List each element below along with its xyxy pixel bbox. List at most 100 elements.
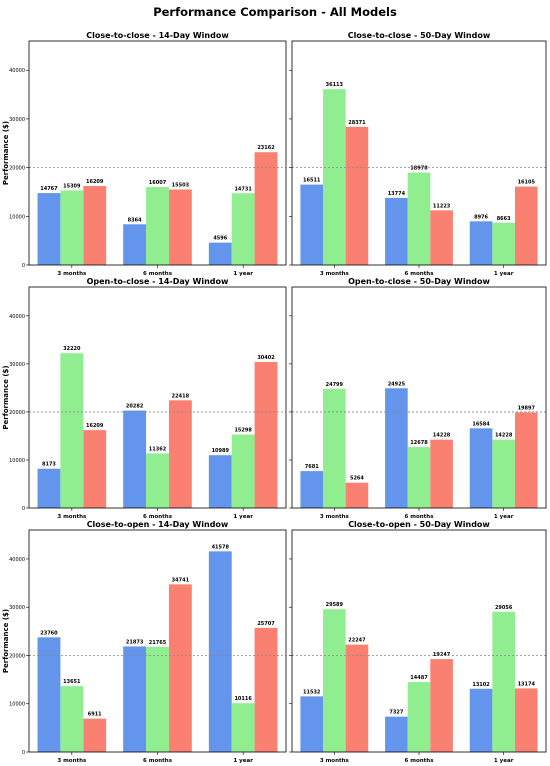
bar bbox=[407, 447, 431, 508]
bar bbox=[254, 152, 278, 265]
bar-value-label: 20282 bbox=[126, 404, 144, 410]
x-tick-label: 3 months bbox=[320, 514, 350, 520]
x-tick-label: 6 months bbox=[405, 514, 435, 520]
bar bbox=[146, 646, 169, 752]
bar-value-label: 14228 bbox=[433, 433, 451, 439]
y-tick-label: 0 bbox=[22, 506, 25, 512]
x-tick-label: 3 months bbox=[320, 758, 350, 764]
bar bbox=[492, 611, 515, 752]
bar-value-label: 16511 bbox=[303, 178, 321, 184]
plot-frame bbox=[291, 286, 547, 509]
bar-value-label: 12678 bbox=[410, 440, 428, 446]
bar bbox=[168, 400, 192, 508]
chart-title: Close-to-close - 50-Day Window bbox=[348, 31, 491, 40]
x-tick-label: 1 year bbox=[494, 271, 514, 277]
bar-value-label: 34741 bbox=[172, 577, 190, 583]
bar bbox=[345, 644, 369, 752]
bar-value-label: 19897 bbox=[518, 405, 536, 411]
bar bbox=[254, 627, 278, 752]
bar bbox=[469, 428, 493, 508]
bar-value-label: 8364 bbox=[128, 217, 142, 223]
chart-panel-4: Open-to-close - 50-Day Window 7681 24799 52… bbox=[289, 277, 547, 520]
bar-value-label: 22247 bbox=[348, 638, 366, 644]
bar bbox=[83, 718, 107, 752]
bar-value-label: 23760 bbox=[40, 630, 58, 636]
x-tick-label: 3 months bbox=[57, 514, 87, 520]
y-tick-label: 40000 bbox=[9, 68, 25, 74]
bar-value-label: 8173 bbox=[42, 462, 56, 468]
chart-title: Open-to-close - 14-Day Window bbox=[87, 277, 229, 286]
bar-value-label: 21765 bbox=[149, 640, 167, 646]
bar bbox=[146, 453, 169, 508]
bar bbox=[123, 224, 147, 265]
chart-panel-1: Close-to-close - 14-Day Window Performanc… bbox=[2, 31, 287, 277]
bar-value-label: 16007 bbox=[149, 180, 167, 186]
bar-value-label: 11532 bbox=[303, 689, 321, 695]
bar-value-label: 24925 bbox=[388, 381, 406, 387]
bar bbox=[430, 439, 453, 508]
bar bbox=[469, 221, 493, 265]
x-tick-label: 6 months bbox=[143, 271, 173, 277]
chart-title: Close-to-open - 50-Day Window bbox=[348, 520, 490, 529]
bar bbox=[123, 646, 147, 752]
y-tick-label: 10000 bbox=[9, 458, 25, 464]
bar bbox=[60, 686, 84, 752]
bar-value-label: 13651 bbox=[63, 679, 81, 685]
bar bbox=[231, 193, 255, 265]
y-tick-label: 20000 bbox=[9, 410, 25, 416]
bar-value-label: 32220 bbox=[63, 346, 81, 352]
bar bbox=[208, 242, 232, 265]
y-tick-label: 30000 bbox=[9, 362, 25, 368]
bar bbox=[37, 637, 61, 752]
bar-value-label: 6911 bbox=[88, 712, 102, 718]
y-tick-label: 30000 bbox=[9, 117, 25, 123]
bar-value-label: 16209 bbox=[86, 179, 104, 185]
y-tick-label: 10000 bbox=[9, 702, 25, 708]
plot-frame bbox=[28, 286, 287, 509]
bar-value-label: 29056 bbox=[495, 605, 513, 611]
bar bbox=[208, 551, 232, 752]
bar-value-label: 28371 bbox=[348, 120, 366, 126]
plot-frame bbox=[291, 40, 547, 266]
bar-value-label: 11362 bbox=[149, 446, 167, 452]
bar-value-label: 8976 bbox=[474, 214, 488, 220]
bar bbox=[345, 126, 369, 265]
bar-value-label: 41578 bbox=[212, 544, 230, 550]
bar-value-label: 10116 bbox=[234, 696, 252, 702]
bar bbox=[323, 89, 346, 266]
x-tick-label: 6 months bbox=[143, 758, 173, 764]
bar-value-label: 13102 bbox=[472, 682, 490, 688]
bar-value-label: 15503 bbox=[172, 183, 190, 189]
bar-value-label: 8663 bbox=[497, 216, 511, 222]
chart-title: Close-to-close - 14-Day Window bbox=[86, 31, 229, 40]
bar-value-label: 16105 bbox=[518, 180, 536, 186]
x-tick-label: 1 year bbox=[494, 758, 514, 764]
chart-panel-5: Close-to-open - 14-Day Window Performance… bbox=[2, 520, 287, 764]
y-axis-label: Performance ($) bbox=[2, 121, 10, 185]
y-tick-label: 20000 bbox=[9, 653, 25, 659]
bar bbox=[37, 468, 61, 508]
panels: Close-to-close - 14-Day Window Performanc… bbox=[2, 31, 547, 764]
bar bbox=[385, 197, 408, 265]
bar bbox=[123, 410, 147, 508]
bar bbox=[514, 412, 538, 508]
bar-value-label: 25707 bbox=[257, 621, 275, 627]
bar-value-label: 21873 bbox=[126, 639, 144, 645]
bar bbox=[385, 388, 408, 508]
bar bbox=[37, 193, 61, 265]
y-tick-label: 40000 bbox=[9, 314, 25, 320]
bar bbox=[254, 361, 278, 508]
bar bbox=[231, 703, 255, 752]
bar bbox=[469, 688, 493, 752]
bar-value-label: 16584 bbox=[472, 421, 490, 427]
x-tick-label: 3 months bbox=[57, 758, 87, 764]
chart-panel-3: Open-to-close - 14-Day Window Performance… bbox=[2, 277, 287, 520]
bar bbox=[60, 353, 84, 508]
bar-value-label: 22418 bbox=[172, 393, 190, 399]
chart-title: Open-to-close - 50-Day Window bbox=[348, 277, 490, 286]
bar bbox=[60, 190, 84, 265]
bar-value-label: 30402 bbox=[257, 355, 275, 361]
bar bbox=[300, 184, 324, 265]
bar-value-label: 14731 bbox=[234, 186, 252, 192]
